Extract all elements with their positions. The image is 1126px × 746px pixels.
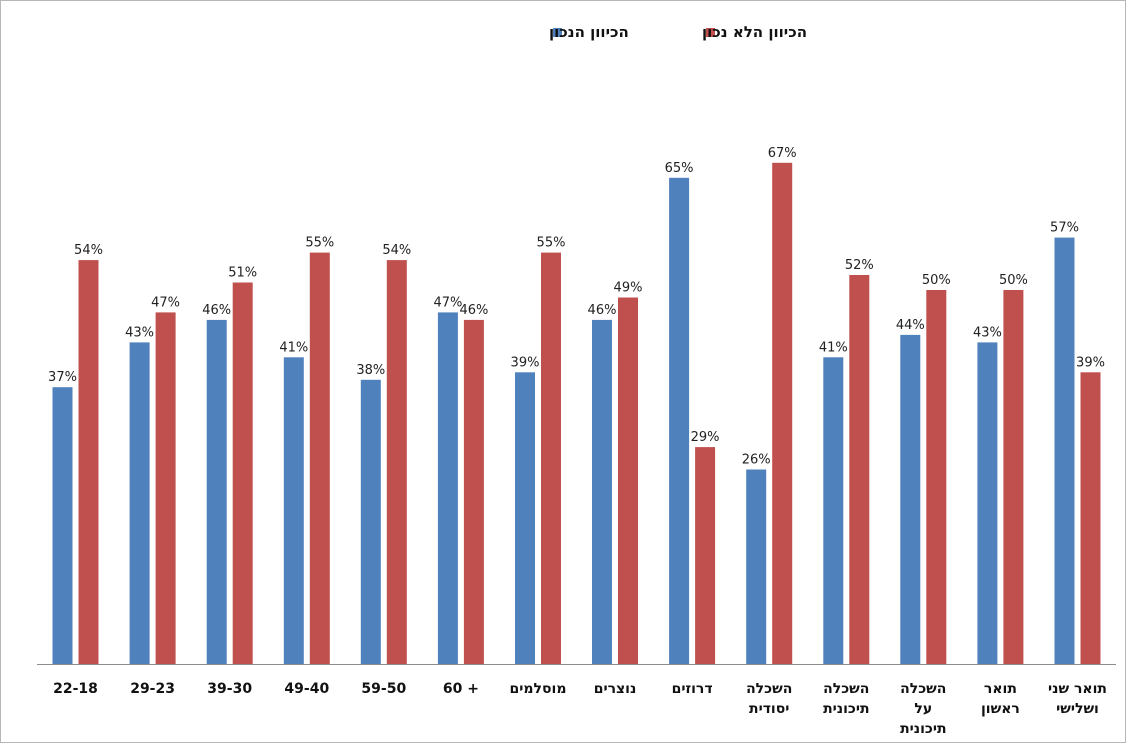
category-label-2-line1: 29-23	[130, 681, 175, 697]
bar-series1-cat3	[206, 319, 227, 664]
data-label-series1-cat12: 44%	[896, 318, 925, 333]
data-label-series1-cat7: 39%	[511, 355, 540, 370]
bar-series1-cat7	[515, 372, 535, 664]
category-labels-group: 22-18 29-23 39-30 49-40 59-50 60 + מוסלמים נוצר…	[53, 681, 1107, 737]
bar-series2-cat9	[695, 447, 716, 664]
data-label-series2-cat3: 51%	[228, 266, 257, 281]
data-label-series1-cat4: 41%	[279, 340, 308, 355]
category-label-13-line1: תואר	[984, 681, 1017, 697]
data-label-series2-cat10: 67%	[768, 146, 797, 161]
category-label-11-line1: השכלה	[823, 681, 869, 697]
category-label-14-line1: תואר שני	[1048, 681, 1107, 697]
data-label-series1-cat2: 43%	[125, 325, 154, 340]
category-label-8-line1: נוצרים	[594, 681, 637, 697]
bar-series1-cat6	[437, 312, 458, 664]
data-label-series2-cat4: 55%	[305, 236, 334, 251]
category-label-3-line1: 39-30	[207, 681, 252, 697]
category-label-5-line1: 59-50	[361, 681, 406, 697]
bar-series1-cat14	[1054, 237, 1075, 664]
bar-series2-cat2	[155, 312, 176, 664]
data-label-series1-cat8: 46%	[588, 303, 617, 318]
bar-series2-cat3	[232, 282, 253, 664]
data-label-series2-cat5: 54%	[382, 243, 411, 258]
bar-series2-cat4	[309, 252, 330, 664]
bar-series2-cat5	[386, 260, 407, 664]
data-label-series2-cat1: 54%	[74, 243, 103, 258]
legend-label-right-direction: הכיוון הנכון	[549, 23, 629, 41]
bar-series2-cat6	[463, 319, 484, 664]
data-label-series2-cat7: 55%	[537, 236, 566, 251]
category-label-13-line2: ראשון	[981, 701, 1020, 717]
legend-swatch-right-direction	[553, 28, 562, 37]
category-label-12-line3: תיכונית	[900, 721, 946, 737]
bars-group	[52, 162, 1101, 665]
data-label-series1-cat13: 43%	[973, 325, 1002, 340]
category-label-10-line1: השכלה	[746, 681, 792, 697]
data-label-series1-cat5: 38%	[356, 363, 385, 378]
bar-series1-cat12	[900, 334, 921, 664]
category-label-10-line2: יסודית	[749, 701, 789, 717]
category-label-14-line2: ושלישי	[1056, 701, 1099, 717]
data-label-series2-cat14: 39%	[1076, 355, 1105, 370]
category-label-9-line1: דרוזים	[672, 681, 713, 697]
bar-series1-cat13	[977, 342, 998, 664]
data-label-series1-cat3: 46%	[202, 303, 231, 318]
bar-series2-cat8	[618, 297, 638, 664]
data-label-series2-cat11: 52%	[845, 258, 874, 273]
data-label-series1-cat14: 57%	[1050, 221, 1079, 236]
bar-series2-cat14	[1080, 372, 1101, 664]
category-label-11-line2: תיכונית	[823, 701, 869, 717]
bar-series2-cat7	[541, 252, 561, 664]
legend: הכיוון הלא נכון הכיוון הנכון	[549, 23, 807, 41]
legend-swatch-wrong-direction	[706, 28, 715, 37]
category-label-1-line1: 22-18	[53, 681, 98, 697]
bar-series1-cat1	[52, 387, 73, 664]
bar-series2-cat13	[1003, 290, 1024, 664]
bar-series2-cat11	[849, 275, 870, 664]
data-label-series2-cat6: 46%	[459, 303, 488, 318]
bar-series1-cat8	[592, 319, 612, 664]
data-label-series1-cat6: 47%	[433, 295, 462, 310]
category-label-12-line1: השכלה	[900, 681, 946, 697]
bar-series1-cat5	[360, 379, 381, 664]
bar-series1-cat10	[746, 469, 767, 664]
bar-series1-cat9	[669, 177, 690, 665]
data-label-series2-cat13: 50%	[999, 273, 1028, 288]
data-label-series2-cat8: 49%	[614, 281, 643, 296]
data-label-series2-cat9: 29%	[691, 430, 720, 445]
bar-series2-cat1	[78, 260, 99, 664]
bar-series2-cat12	[926, 290, 947, 664]
data-label-series2-cat2: 47%	[151, 295, 180, 310]
category-label-7-line1: מוסלמים	[510, 681, 567, 697]
category-label-12-line2: על	[914, 701, 932, 717]
data-label-series1-cat9: 65%	[665, 161, 694, 176]
bar-series1-cat4	[283, 357, 304, 664]
data-labels-group: 37%54%43%47% 46%51%41%55%38%54%47%46%39%5…	[48, 146, 1105, 468]
data-label-series1-cat10: 26%	[742, 453, 771, 468]
category-label-4-line1: 49-40	[284, 681, 329, 697]
legend-label-wrong-direction: הכיוון הלא נכון	[702, 23, 807, 41]
data-label-series1-cat11: 41%	[819, 340, 848, 355]
data-label-series2-cat12: 50%	[922, 273, 951, 288]
data-label-series1-cat1: 37%	[48, 370, 77, 385]
bar-series1-cat11	[823, 357, 844, 664]
bar-series1-cat2	[129, 342, 150, 664]
category-label-6-line1: 60 +	[443, 681, 479, 697]
bar-series2-cat10	[772, 162, 793, 665]
